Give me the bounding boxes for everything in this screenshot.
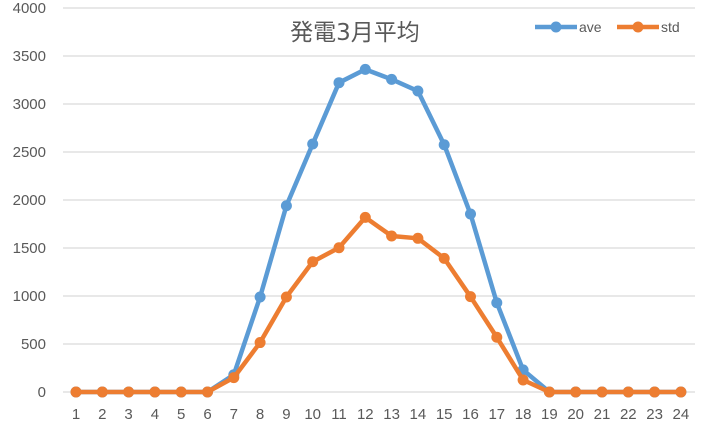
data-point — [359, 211, 371, 223]
y-tick-label: 0 — [38, 384, 46, 401]
x-tick-label: 19 — [541, 406, 558, 423]
x-tick-label: 13 — [383, 406, 400, 423]
x-tick-label: 1 — [72, 406, 80, 423]
series-line — [76, 215, 681, 395]
x-tick-label: 9 — [282, 406, 290, 423]
legend-marker-icon — [550, 21, 562, 33]
series-std — [70, 211, 687, 398]
data-point — [333, 77, 345, 89]
x-tick-label: 22 — [620, 406, 637, 423]
data-point — [96, 386, 108, 398]
data-point — [543, 386, 555, 398]
y-tick-label: 2000 — [13, 192, 46, 209]
data-point — [359, 63, 371, 75]
x-tick-label: 15 — [436, 406, 453, 423]
y-tick-label: 1000 — [13, 288, 46, 305]
data-point — [280, 291, 292, 303]
y-tick-label: 500 — [21, 336, 46, 353]
data-point — [386, 73, 398, 85]
legend-label: ave — [579, 19, 602, 35]
x-tick-label: 5 — [177, 406, 185, 423]
legend-item-ave: ave — [535, 19, 602, 35]
data-point — [465, 208, 476, 220]
x-tick-label: 12 — [357, 406, 374, 423]
data-point — [280, 200, 292, 212]
series-lines — [70, 63, 687, 398]
data-point — [438, 139, 450, 151]
y-tick-label: 3000 — [13, 96, 46, 113]
data-point — [438, 252, 450, 264]
data-point — [491, 297, 503, 309]
y-tick-label: 1500 — [13, 240, 46, 257]
legend: ave std — [535, 19, 680, 35]
gridlines — [63, 7, 695, 393]
data-point — [570, 386, 582, 398]
data-point — [675, 386, 687, 398]
x-tick-label: 7 — [230, 406, 238, 423]
data-point — [596, 386, 608, 398]
data-point — [517, 374, 529, 386]
x-tick-label: 11 — [331, 406, 347, 423]
x-tick-label: 8 — [256, 406, 264, 423]
legend-label: std — [661, 19, 680, 35]
data-point — [386, 230, 398, 242]
x-tick-label: 17 — [488, 406, 505, 423]
x-axis-ticks: 1 2 3 4 5 6 7 8 9 10 11 12 13 14 15 16 17 18 19 20 21 22 23 24 — [72, 406, 689, 423]
data-point — [254, 291, 266, 303]
legend-item-std: std — [617, 19, 680, 35]
data-point — [254, 337, 266, 349]
y-axis-ticks: 0 500 1000 1500 2000 2500 3000 3500 4000 — [13, 0, 46, 401]
x-tick-label: 3 — [124, 406, 132, 423]
x-tick-label: 23 — [646, 406, 663, 423]
data-point — [70, 386, 82, 398]
data-point — [622, 386, 634, 398]
data-point — [465, 291, 476, 303]
legend-marker-icon — [632, 21, 644, 33]
chart-title: 発電3月平均 — [290, 20, 420, 46]
data-point — [202, 386, 213, 398]
y-tick-label: 2500 — [13, 144, 46, 161]
y-tick-label: 3500 — [13, 48, 46, 65]
data-point — [228, 372, 240, 384]
data-point — [123, 386, 135, 398]
x-tick-label: 2 — [98, 406, 106, 423]
x-tick-label: 14 — [410, 406, 427, 423]
y-tick-label: 4000 — [13, 0, 46, 17]
series-ave — [70, 63, 687, 398]
data-point — [149, 386, 161, 398]
x-tick-label: 18 — [515, 406, 532, 423]
data-point — [333, 242, 345, 254]
x-tick-label: 21 — [594, 406, 611, 423]
data-point — [307, 256, 319, 268]
data-point — [175, 386, 187, 398]
x-tick-label: 10 — [304, 406, 321, 423]
x-tick-label: 4 — [151, 406, 159, 423]
data-point — [307, 138, 319, 150]
data-point — [649, 386, 661, 398]
data-point — [412, 85, 424, 97]
x-tick-label: 16 — [462, 406, 479, 423]
data-point — [491, 331, 503, 343]
data-point — [412, 232, 424, 244]
x-tick-label: 24 — [673, 406, 690, 423]
x-tick-label: 20 — [567, 406, 584, 423]
x-tick-label: 6 — [203, 406, 211, 423]
